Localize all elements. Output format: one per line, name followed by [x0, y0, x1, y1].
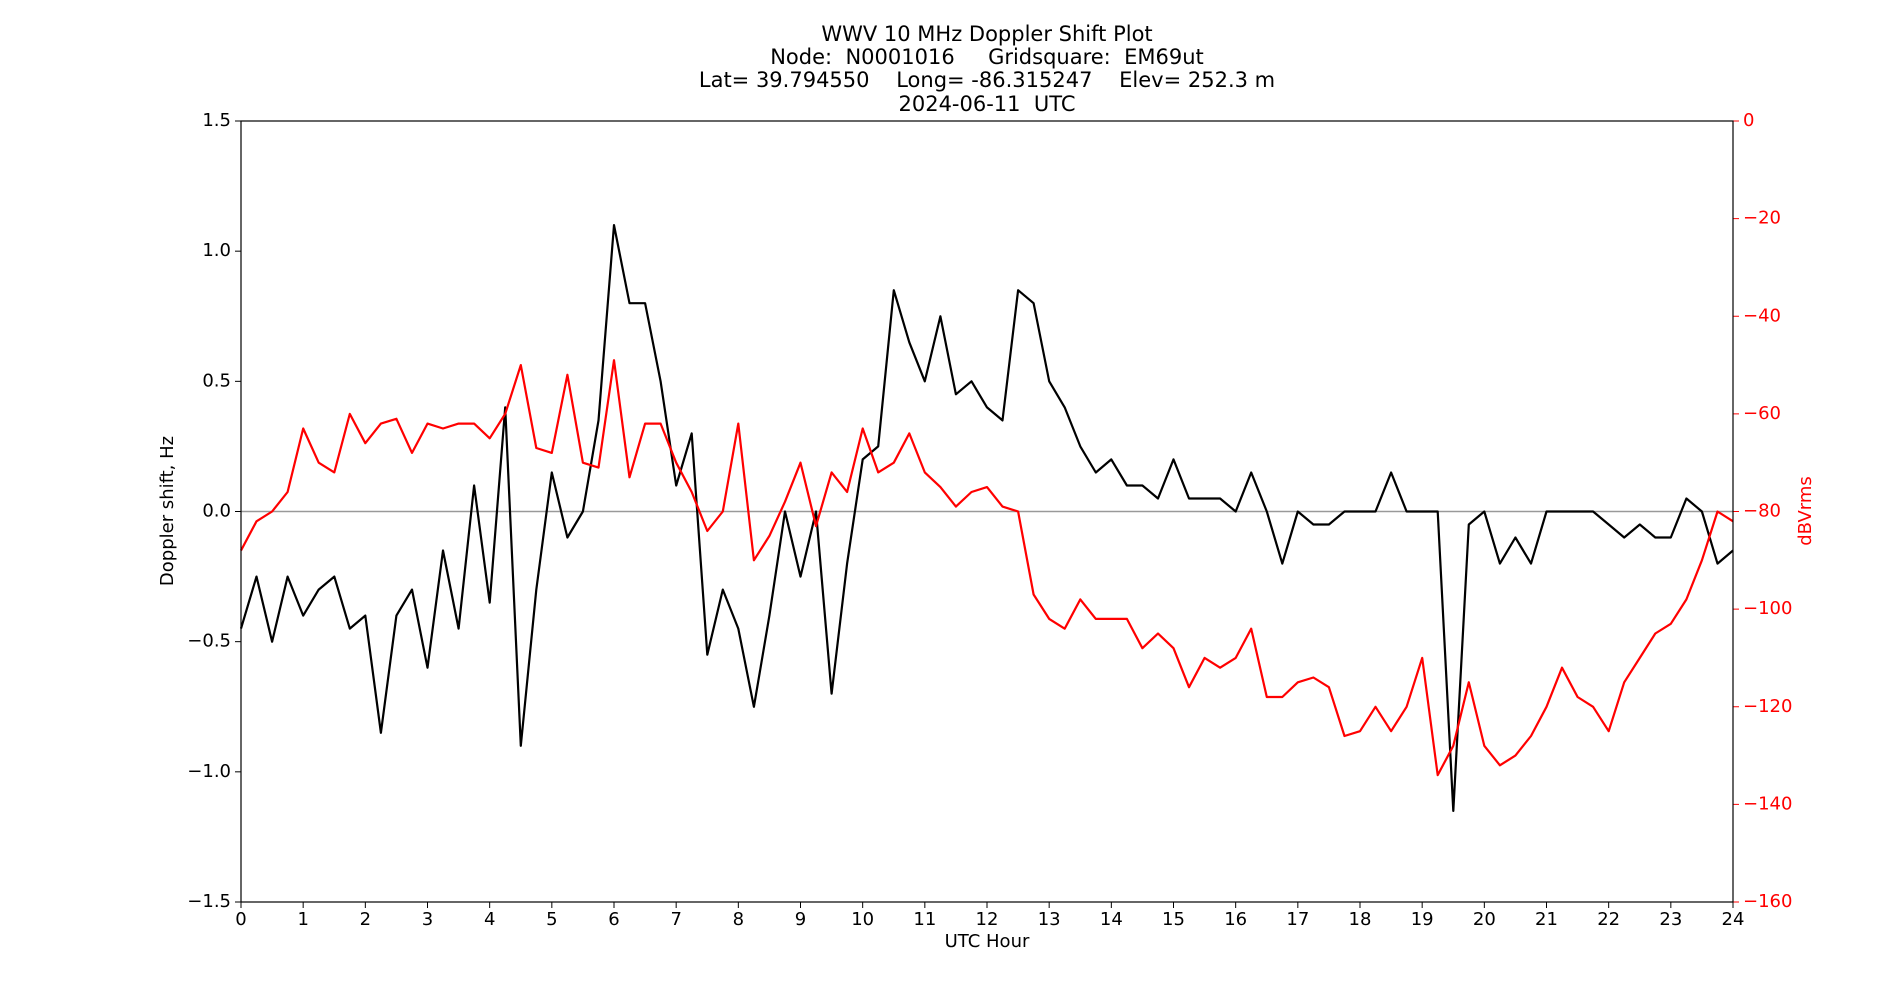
x-tick-label: 11 — [913, 909, 936, 930]
y2-tick-label: −80 — [1743, 501, 1781, 522]
y-axis-label: Doppler shift, Hz — [157, 436, 178, 586]
y2-tick-label: −40 — [1743, 305, 1781, 326]
x-tick-label: 8 — [733, 909, 744, 930]
x-tick-label: 5 — [546, 909, 557, 930]
x-tick-label: 10 — [851, 909, 874, 930]
x-tick-label: 16 — [1224, 909, 1247, 930]
x-tick-label: 21 — [1535, 909, 1558, 930]
x-tick-label: 18 — [1349, 909, 1372, 930]
x-tick-label: 14 — [1100, 909, 1123, 930]
y-tick-label: 1.0 — [202, 240, 231, 261]
x-tick-label: 15 — [1162, 909, 1185, 930]
data-line — [240, 359, 1734, 777]
y2-tick-label: −120 — [1743, 696, 1792, 717]
x-tick-label: 3 — [422, 909, 433, 930]
x-tick-label: 2 — [360, 909, 371, 930]
y2-tick-label: −20 — [1743, 208, 1781, 229]
chart-title: Node: N0001016 Gridsquare: EM69ut — [770, 45, 1204, 69]
x-tick-label: 1 — [297, 909, 308, 930]
plot-frame — [240, 120, 1734, 903]
y-tick-label: 0.0 — [202, 501, 231, 522]
x-tick-label: 20 — [1473, 909, 1496, 930]
x-tick-label: 13 — [1038, 909, 1061, 930]
x-tick-label: 4 — [484, 909, 495, 930]
x-tick-label: 6 — [608, 909, 619, 930]
y2-axis-label: dBVrms — [1795, 476, 1816, 546]
y2-tick-label: −100 — [1743, 598, 1792, 619]
chart-title: WWV 10 MHz Doppler Shift Plot — [821, 22, 1152, 46]
y-tick-label: 1.5 — [202, 110, 231, 131]
x-tick-label: 23 — [1659, 909, 1682, 930]
chart-title: 2024-06-11 UTC — [898, 92, 1075, 116]
x-tick-label: 24 — [1722, 909, 1745, 930]
y2-tick-label: 0 — [1743, 110, 1754, 131]
data-line — [239, 224, 1734, 812]
y2-tick-label: −160 — [1743, 891, 1792, 912]
x-tick-label: 7 — [670, 909, 681, 930]
y-tick-label: 0.5 — [202, 370, 231, 391]
x-tick-label: 19 — [1411, 909, 1434, 930]
y-tick-label: −1.0 — [187, 761, 231, 782]
x-tick-label: 0 — [235, 909, 246, 930]
y2-tick-label: −60 — [1743, 403, 1781, 424]
x-tick-label: 17 — [1286, 909, 1309, 930]
x-tick-label: 12 — [976, 909, 999, 930]
chart-title: Lat= 39.794550 Long= -86.315247 Elev= 25… — [699, 68, 1275, 92]
y-tick-label: −1.5 — [187, 891, 231, 912]
x-axis-label: UTC Hour — [945, 931, 1030, 952]
x-tick-label: 22 — [1597, 909, 1620, 930]
y-tick-label: −0.5 — [187, 631, 231, 652]
y2-tick-label: −140 — [1743, 793, 1792, 814]
x-tick-label: 9 — [795, 909, 806, 930]
